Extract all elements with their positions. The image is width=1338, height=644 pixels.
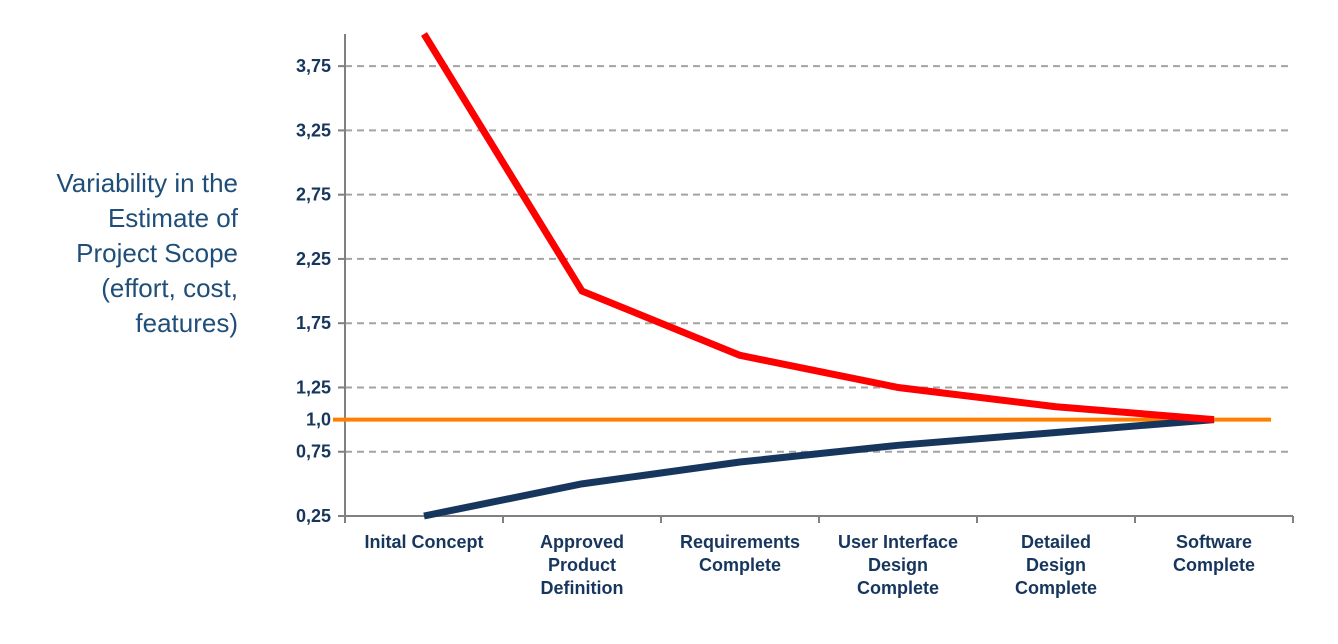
x-category-label: Software Complete [1172, 532, 1255, 575]
y-tick-label: 1,75 [296, 313, 331, 333]
y-axis-title: Variability in the Estimate of Project S… [56, 168, 238, 338]
x-category-label: User Interface Design Complete [837, 532, 959, 598]
series-line-upper-estimate-variability [421, 32, 1215, 424]
x-category-label: Requirements Complete [679, 532, 801, 575]
y-tick-label: 3,75 [296, 56, 331, 76]
y-tick-label: 3,25 [296, 120, 331, 140]
y-tick-label: 2,75 [296, 185, 331, 205]
x-category-label: Approved Product Definition [539, 532, 624, 598]
y-tick-label: 0,75 [296, 442, 331, 462]
series-line-lower-estimate-variability [423, 416, 1215, 520]
y-tick-label: 1,25 [296, 377, 331, 397]
y-tick-label: 1,0 [306, 410, 331, 430]
y-tick-label: 2,25 [296, 249, 331, 269]
y-tick-label: 0,25 [296, 506, 331, 526]
x-category-label: Detailed Design Complete [1014, 532, 1097, 598]
x-category-label: Inital Concept [364, 532, 484, 552]
